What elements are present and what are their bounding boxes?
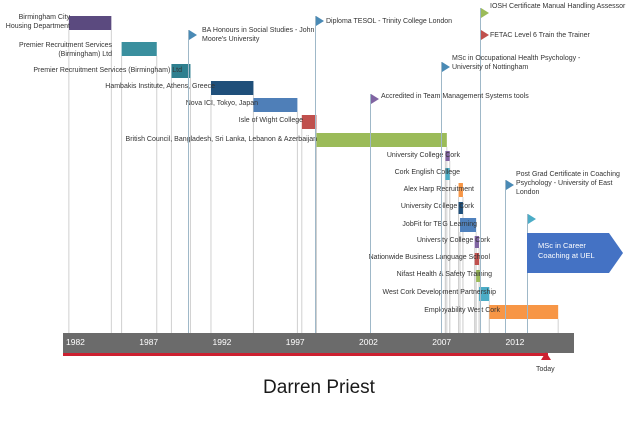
today-line [63, 353, 548, 356]
bar-label: Nationwide Business Language School [368, 254, 490, 261]
person-name: Darren Priest [263, 377, 375, 398]
timeline-bar [301, 115, 317, 129]
timeline-bar [210, 81, 254, 95]
year-label: 2007 [432, 337, 452, 347]
bar-label: Nova ICI, Tokyo, Japan [185, 100, 258, 107]
milestone-flag-icon [371, 94, 379, 104]
year-label: 1997 [285, 337, 305, 347]
timeline-bar [316, 133, 447, 147]
year-axis [63, 333, 574, 353]
year-label: 1982 [66, 337, 85, 347]
milestone-flag-icon [528, 214, 536, 224]
year-label: 2002 [359, 337, 378, 347]
year-label: 2012 [505, 337, 525, 347]
bar-label: Premier Recruitment Services (Birmingham… [33, 67, 182, 74]
bar-label: University College Cork [400, 203, 474, 210]
milestone-flag-icon [316, 16, 324, 26]
timeline-bar [445, 168, 450, 180]
bar-label: University College Cork [416, 237, 490, 244]
milestone-text: IOSH Certificate Manual Handling Assesso… [490, 3, 626, 10]
milestone-pole [441, 62, 442, 333]
milestone-text: BA Honours in Social Studies - John Moor… [202, 27, 315, 43]
bar-label: Alex Harp Recruitment [403, 186, 474, 193]
bar-label: Isle of Wight College [238, 117, 303, 124]
timeline-bar [458, 202, 463, 214]
milestone-flag-icon [481, 8, 489, 18]
timeline-bar [458, 183, 463, 197]
bar-label: Nifast Health & Safety Training [396, 271, 492, 278]
callout-arrow [527, 233, 623, 273]
callout-text: MSc in Career Coaching at UEL [538, 241, 595, 260]
milestone-text: FETAC Level 6 Train the Trainer [490, 32, 590, 39]
milestone-flag-icon [189, 30, 197, 40]
timeline-bar [68, 16, 112, 30]
year-label: 1992 [212, 337, 232, 347]
year-label: 1987 [139, 337, 159, 347]
timeline-bar [474, 253, 480, 265]
timeline-bar [460, 218, 477, 232]
timeline-bar [474, 236, 480, 248]
timeline-bar [479, 287, 490, 301]
milestone-text: Diploma TESOL - Trinity College London [326, 18, 453, 25]
bar-label: Cork English College [394, 169, 460, 176]
timeline-bar [171, 64, 191, 78]
bar-label: JobFit for TBG Learning [402, 221, 477, 228]
timeline-bar [445, 151, 450, 161]
milestone-flag-icon [506, 180, 514, 190]
bar-label: Birmingham City Housing Department [5, 14, 70, 30]
timeline-bar [476, 270, 481, 282]
milestone-flag-icon [481, 30, 489, 40]
milestone-pole [527, 214, 528, 333]
bar-label: West Cork Development Partnership [382, 289, 496, 296]
timeline-bar [121, 42, 157, 56]
milestone-text: Accredited in Team Management Systems to… [381, 93, 529, 100]
milestone-flag-icon [442, 62, 450, 72]
milestone-text: Post Grad Certificate in Coaching Psycho… [516, 171, 620, 196]
milestone-pole [315, 16, 316, 333]
bar-label: Employability West Cork [424, 307, 500, 314]
milestone-pole [505, 180, 506, 333]
today-label: Today [536, 366, 555, 373]
bar-label: Hambakis Institute, Athens, Greece [105, 83, 215, 90]
today-marker-icon [541, 352, 551, 360]
bar-label: British Council, Bangladesh, Sri Lanka, … [125, 136, 317, 143]
timeline-bar [253, 98, 298, 112]
milestone-pole [370, 94, 371, 333]
milestone-text: MSc in Occupational Health Psychology - … [452, 55, 581, 71]
timeline-bar [489, 305, 559, 319]
milestone-pole [480, 30, 481, 333]
milestone-pole [188, 30, 189, 333]
bar-label: University College Cork [386, 152, 460, 159]
bar-label: Premier Recruitment Services (Birmingham… [19, 42, 112, 58]
